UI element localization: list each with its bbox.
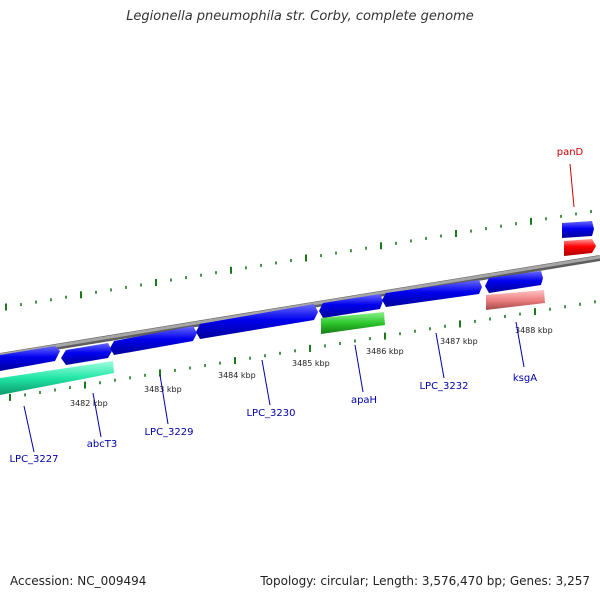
leader-LPC_3229 xyxy=(159,374,169,425)
leader-apaH xyxy=(354,344,364,393)
leader-panD xyxy=(569,163,575,208)
leader-LPC_3230 xyxy=(261,359,271,406)
feature-panD[interactable] xyxy=(564,239,596,256)
leader-abcT3 xyxy=(92,392,102,438)
gene-labels: LPC_3227 abcT3 LPC_3229 LPC_3230 apaH LP… xyxy=(9,147,583,465)
gene-label-LPC_3232[interactable]: LPC_3232 xyxy=(419,381,468,392)
scale-label: 3484 kbp xyxy=(218,371,256,380)
genome-backbone-highlight xyxy=(0,255,600,357)
feature-ksgA[interactable] xyxy=(486,290,545,310)
gene-label-ksgA[interactable]: ksgA xyxy=(513,373,537,384)
gene-label-LPC_3227[interactable]: LPC_3227 xyxy=(9,454,58,465)
leader-LPC_3232 xyxy=(435,332,445,379)
feature-abcT3[interactable] xyxy=(0,361,114,395)
gene-LPC_3227[interactable] xyxy=(0,346,60,371)
feature-apaH[interactable] xyxy=(321,312,385,334)
gene-abcT3[interactable] xyxy=(61,343,112,365)
gene-LPC_3230[interactable] xyxy=(196,304,318,339)
gene-LPC_3229[interactable] xyxy=(110,326,197,355)
gene-ksgA-strand[interactable] xyxy=(485,271,543,293)
gene-leader-lines xyxy=(23,163,575,453)
gene-label-apaH[interactable]: apaH xyxy=(351,395,377,406)
genome-title: Legionella pneumophila str. Corby, compl… xyxy=(126,9,474,24)
upper-tick-row xyxy=(5,210,592,311)
lower-tick-row xyxy=(9,300,596,401)
scale-label: 3482 kbp xyxy=(70,399,108,408)
scale-label: 3485 kbp xyxy=(292,359,330,368)
scale-label: 3486 kbp xyxy=(366,347,404,356)
accession-text: Accession: NC_009494 xyxy=(10,574,147,588)
leader-ksgA xyxy=(515,321,525,368)
forward-genes xyxy=(0,221,594,371)
gene-apaH-strand[interactable] xyxy=(319,294,383,318)
gene-panD-strand[interactable] xyxy=(562,221,594,238)
scale-label: 3488 kbp xyxy=(515,326,553,335)
leader-LPC_3227 xyxy=(23,405,35,453)
genome-summary-text: Topology: circular; Length: 3,576,470 bp… xyxy=(260,574,590,588)
gene-LPC_3232[interactable] xyxy=(382,280,482,307)
gene-label-panD[interactable]: panD xyxy=(557,147,584,158)
feature-bars xyxy=(0,239,596,395)
gene-label-abcT3[interactable]: abcT3 xyxy=(87,439,117,450)
gene-label-LPC_3229[interactable]: LPC_3229 xyxy=(144,427,193,438)
gene-label-LPC_3230[interactable]: LPC_3230 xyxy=(246,408,295,419)
scale-label: 3487 kbp xyxy=(440,337,478,346)
